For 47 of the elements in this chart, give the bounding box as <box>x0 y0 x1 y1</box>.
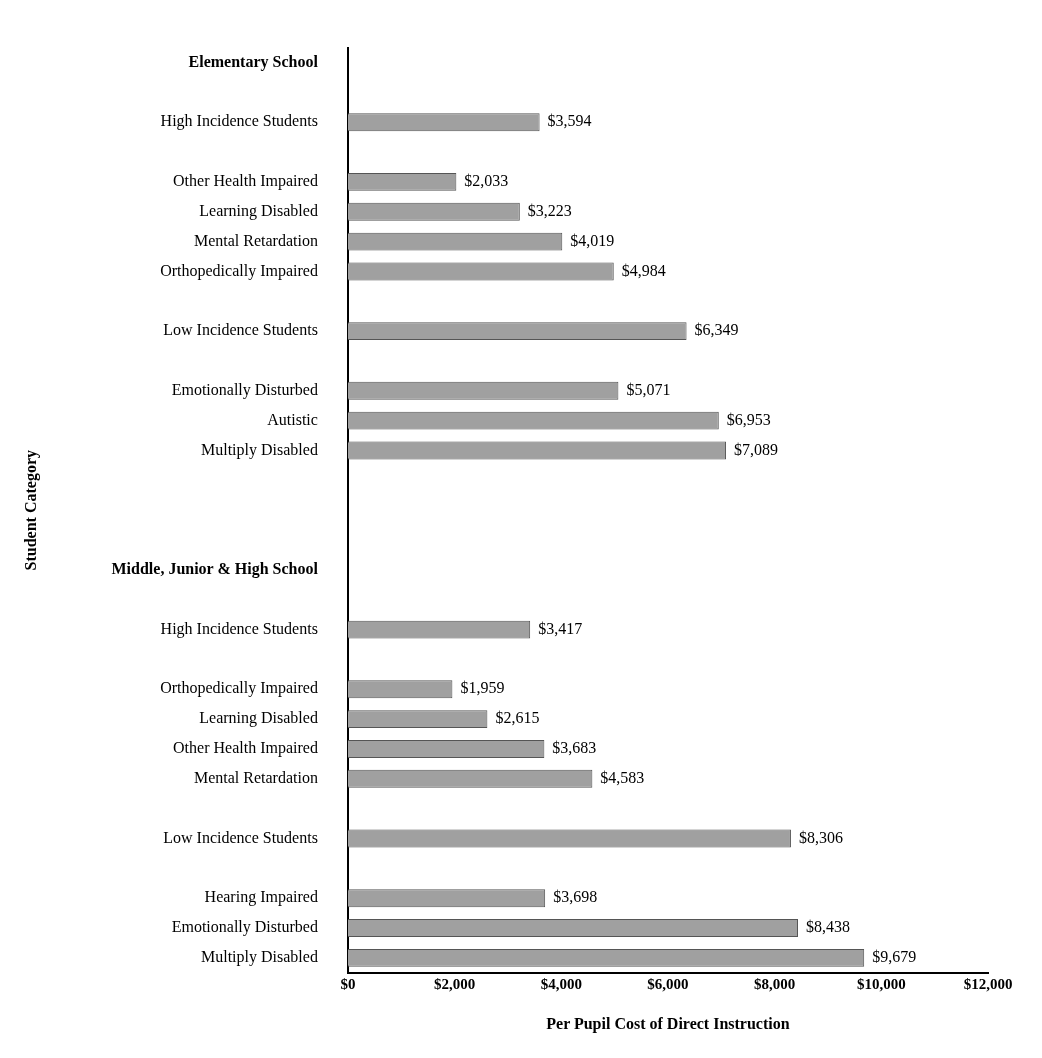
data-label: $4,583 <box>600 769 645 787</box>
x-tick-label: $2,000 <box>433 975 476 992</box>
x-tick-label: $6,000 <box>647 975 689 992</box>
data-label: $6,953 <box>726 410 771 428</box>
x-tick-label: $10,000 <box>856 975 906 992</box>
y-tick-label: Low Incidence Students <box>163 321 318 339</box>
y-tick-label: Autistic <box>267 410 318 428</box>
y-tick-label: Emotionally Disturbed <box>171 381 318 400</box>
x-tick-label: $4,000 <box>540 975 582 992</box>
y-axis-title: Student Category <box>21 449 40 571</box>
y-tick-label: Multiply Disabled <box>201 440 318 459</box>
y-tick-label: Mental Retardation <box>193 231 318 249</box>
y-tick-label: Orthopedically Impaired <box>160 679 318 698</box>
x-axis-title: Per Pupil Cost of Direct Instruction <box>546 1014 790 1033</box>
y-tick-label: Learning Disabled <box>199 709 318 728</box>
y-tick-label: Other Health Impaired <box>173 739 318 758</box>
data-label: $8,438 <box>806 918 850 936</box>
data-label: $6,349 <box>694 321 739 339</box>
data-label: $3,683 <box>552 739 597 757</box>
x-tick-label: $8,000 <box>754 975 796 992</box>
y-tick-label: Emotionally Disturbed <box>171 918 318 937</box>
data-label: $9,679 <box>872 948 917 966</box>
data-label: $1,959 <box>460 679 505 697</box>
y-tick-label: High Incidence Students <box>160 112 318 131</box>
y-tick-label: Mental Retardation <box>193 769 318 787</box>
data-label: $3,417 <box>538 619 583 637</box>
data-label: $3,223 <box>527 201 572 219</box>
y-tick-label: Orthopedically Impaired <box>160 261 318 280</box>
y-tick-label: Elementary School <box>188 52 319 71</box>
y-tick-label: Other Health Impaired <box>173 172 318 191</box>
data-label: $4,019 <box>570 231 615 249</box>
y-tick-label: Middle, Junior & High School <box>111 560 319 579</box>
x-tick-label: $12,000 <box>963 975 1013 992</box>
data-label: $2,033 <box>464 172 509 190</box>
data-label: $3,698 <box>553 888 598 906</box>
y-tick-label: Hearing Impaired <box>204 888 318 907</box>
data-label: $5,071 <box>626 381 671 399</box>
data-label: $2,615 <box>495 709 540 727</box>
data-label: $3,594 <box>547 112 592 130</box>
y-tick-label: High Incidence Students <box>160 619 318 638</box>
x-tick-label: $0 <box>340 975 356 992</box>
data-label: $7,089 <box>734 440 779 458</box>
y-tick-label: Learning Disabled <box>199 201 318 220</box>
data-label: $4,984 <box>621 261 666 279</box>
y-tick-label: Multiply Disabled <box>201 948 318 967</box>
y-tick-label: Low Incidence Students <box>163 828 318 846</box>
data-label: $8,306 <box>798 828 843 846</box>
